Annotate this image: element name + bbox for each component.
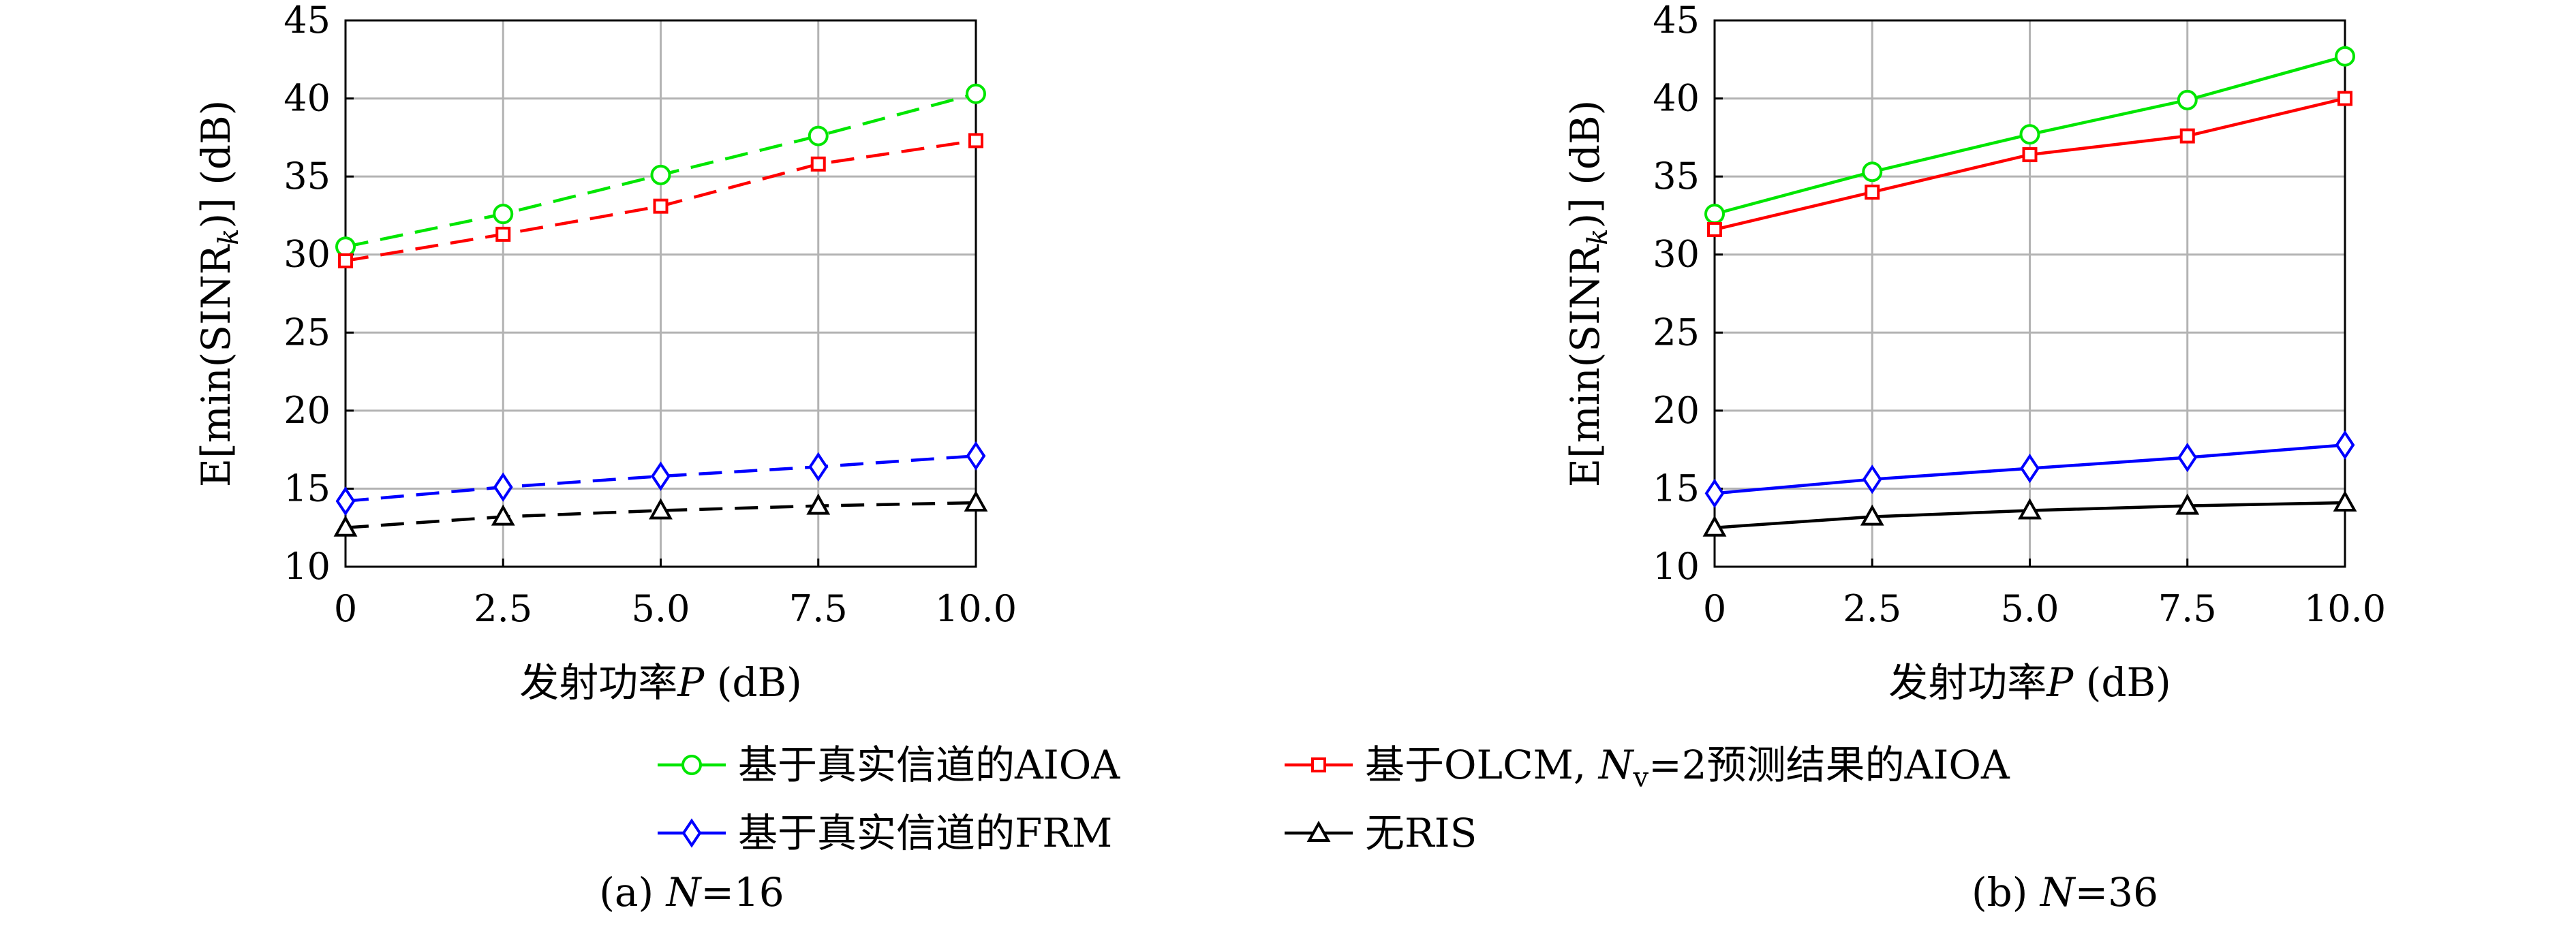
y-axis-label: E[min(SINRk)] (dB) <box>193 100 245 488</box>
data-point-aioa_true <box>1704 204 1725 225</box>
data-point-aioa_true <box>1862 161 1883 183</box>
data-point-aioa_olcm <box>2022 147 2038 163</box>
y-tick-label: 20 <box>283 389 331 432</box>
y-tick-label: 10 <box>1653 545 1700 588</box>
data-point-no_ris <box>1702 515 1727 537</box>
x-tick-label: 2.5 <box>1843 587 1901 630</box>
legend-label: 基于真实信道的AIOA <box>738 742 1120 788</box>
data-point-frm_true <box>2177 442 2198 473</box>
series-aioa_true <box>335 83 986 257</box>
subplot-a-caption: (a) N=16 <box>599 869 784 915</box>
y-tick-label: 30 <box>283 233 331 276</box>
y-tick-label: 25 <box>1653 311 1700 354</box>
data-point-no_ris <box>2018 498 2042 520</box>
y-tick-label: 35 <box>283 155 331 198</box>
data-point-aioa_true <box>335 236 356 257</box>
x-axis-label: 发射功率P (dB) <box>1888 659 2171 706</box>
legend: 基于真实信道的AIOA 基于OLCM, Nv=2预测结果的AIOA 基于真实信道的F… <box>658 742 2010 856</box>
series-frm_true <box>1704 430 2355 508</box>
legend-entry-aioa_true: 基于真实信道的AIOA <box>658 742 1120 788</box>
y-tick-label: 45 <box>1653 0 1700 42</box>
data-point-aioa_olcm <box>1865 185 1880 200</box>
data-point-frm_true <box>966 441 986 471</box>
y-axis-label: E[min(SINRk)] (dB) <box>1562 100 1614 488</box>
y-tick-label: 25 <box>283 311 331 354</box>
data-point-frm_true <box>2335 430 2355 460</box>
x-tick-label: 0 <box>334 587 357 630</box>
subplot-b-caption: (b) N=36 <box>1972 869 2158 915</box>
data-point-no_ris <box>806 493 831 515</box>
data-point-aioa_true <box>493 204 514 225</box>
series-aioa_olcm <box>338 133 983 268</box>
series-no_ris <box>333 490 988 537</box>
x-tick-label: 5.0 <box>2001 587 2059 630</box>
series-aioa_olcm <box>1707 91 2352 238</box>
legend-marker-square <box>1311 757 1326 772</box>
legend-marker-diamond <box>681 818 702 848</box>
data-point-aioa_olcm <box>2337 91 2352 106</box>
data-point-aioa_true <box>808 125 829 146</box>
data-point-aioa_olcm <box>1707 222 1722 238</box>
legend-entry-frm_true: 基于真实信道的FRM <box>658 810 1112 856</box>
x-tick-label: 7.5 <box>2158 587 2217 630</box>
x-tick-label: 10.0 <box>2304 587 2386 630</box>
x-tick-label: 5.0 <box>632 587 690 630</box>
subplot-a: 10 15 20 25 30 35 40 45 0 2.5 5.0 7.5 10.0 发射功率P (dB)… <box>193 0 1017 706</box>
data-point-no_ris <box>2333 490 2357 512</box>
data-point-aioa_true <box>2019 124 2040 145</box>
data-point-aioa_true <box>2335 46 2355 67</box>
data-point-no_ris <box>491 504 515 526</box>
series-aioa_true <box>1704 46 2355 225</box>
y-tick-label: 15 <box>1653 467 1700 509</box>
x-tick-label: 0 <box>1703 587 1726 630</box>
data-point-no_ris <box>649 498 673 520</box>
y-tick-label: 20 <box>1653 389 1700 432</box>
legend-label: 无RIS <box>1365 810 1477 856</box>
data-point-no_ris <box>964 490 988 512</box>
data-point-aioa_olcm <box>810 156 826 172</box>
x-tick-label: 2.5 <box>474 587 532 630</box>
data-point-frm_true <box>1704 478 1725 508</box>
legend-entry-aioa_olcm: 基于OLCM, Nv=2预测结果的AIOA <box>1285 742 2010 794</box>
data-point-aioa_true <box>2177 89 2198 110</box>
data-point-no_ris <box>333 515 358 537</box>
legend-marker-circle <box>681 755 702 775</box>
y-tick-label: 15 <box>283 467 331 509</box>
data-point-frm_true <box>2020 454 2040 484</box>
y-tick-label: 40 <box>1653 77 1700 120</box>
legend-label: 基于OLCM, Nv=2预测结果的AIOA <box>1365 742 2010 794</box>
data-point-aioa_olcm <box>968 133 983 148</box>
legend-label: 基于真实信道的FRM <box>738 810 1112 856</box>
data-point-no_ris <box>1860 504 1884 526</box>
y-tick-label: 35 <box>1653 155 1700 198</box>
data-point-frm_true <box>335 486 356 516</box>
y-tick-label: 45 <box>283 0 331 42</box>
x-tick-label: 7.5 <box>789 587 848 630</box>
data-point-frm_true <box>493 472 513 502</box>
data-point-aioa_olcm <box>495 226 511 242</box>
data-point-frm_true <box>1862 465 1882 495</box>
data-point-aioa_true <box>966 83 986 104</box>
x-axis-label: 发射功率P (dB) <box>519 659 802 706</box>
data-point-frm_true <box>808 452 829 482</box>
data-point-frm_true <box>651 461 671 491</box>
series-frm_true <box>335 441 986 516</box>
y-tick-label: 40 <box>283 77 331 120</box>
legend-marker-triangle <box>1306 820 1331 842</box>
legend-entry-no_ris: 无RIS <box>1285 810 1477 856</box>
x-tick-label: 10.0 <box>935 587 1017 630</box>
data-point-aioa_true <box>650 164 671 185</box>
data-point-no_ris <box>2175 493 2200 515</box>
data-point-aioa_olcm <box>2179 128 2195 144</box>
subplot-b: 10 15 20 25 30 35 40 45 0 2.5 5.0 7.5 10.0 发射功率P (dB)… <box>1562 0 2386 706</box>
data-point-aioa_olcm <box>338 253 353 268</box>
data-point-aioa_olcm <box>653 198 669 214</box>
series-no_ris <box>1702 490 2357 537</box>
y-tick-label: 10 <box>283 545 331 588</box>
y-tick-label: 30 <box>1653 233 1700 276</box>
